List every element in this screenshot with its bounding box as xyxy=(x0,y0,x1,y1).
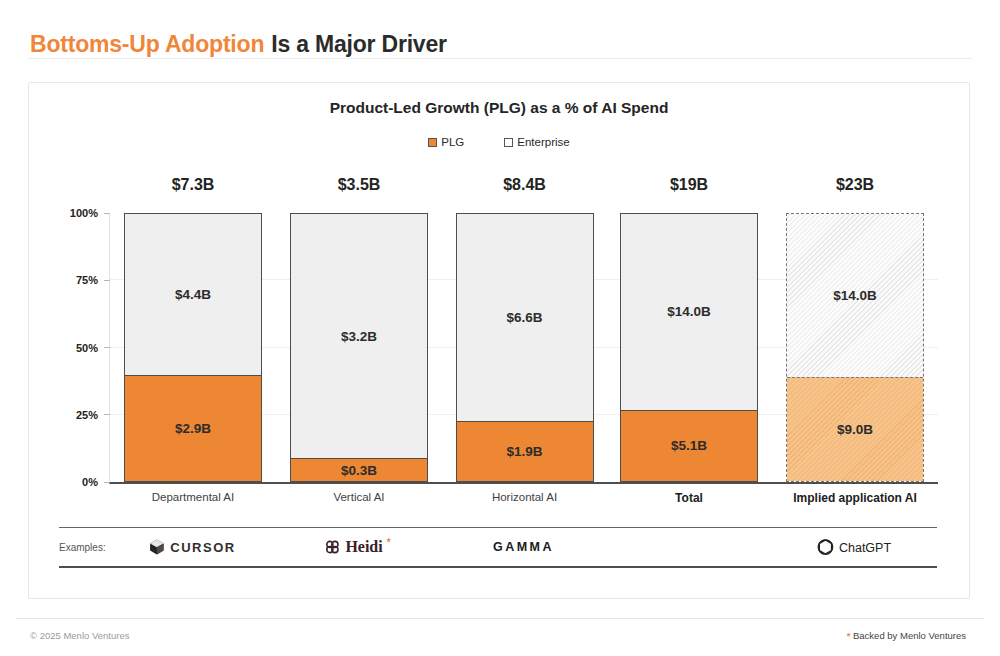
bar-category-label: Implied application AI xyxy=(793,491,917,505)
bar-total-label: $8.4B xyxy=(456,176,594,194)
bar-stack: $4.4B $2.9B xyxy=(124,213,262,482)
cursor-logo-text: CURSOR xyxy=(170,540,235,555)
chatgpt-logo: ChatGPT xyxy=(817,539,891,556)
heidi-knot-icon xyxy=(324,539,340,555)
chart-card: Product-Led Growth (PLG) as a % of AI Sp… xyxy=(28,82,970,599)
y-axis-tick-mark xyxy=(104,213,110,214)
bar-stack: $6.6B $1.9B xyxy=(456,213,594,482)
legend-label-enterprise: Enterprise xyxy=(517,136,569,148)
footer-backed-note: * Backed by Menlo Ventures xyxy=(847,630,966,641)
plg-value-label: $1.9B xyxy=(506,444,542,459)
enterprise-segment: $14.0B xyxy=(787,214,923,377)
examples-row: Examples: CURSOR Heidi * GAMMA xyxy=(59,527,937,568)
enterprise-segment: $6.6B xyxy=(457,214,593,421)
bar-group-departmental-ai: $7.3B$4.4B$2.9BDepartmental AI xyxy=(124,213,262,482)
heidi-asterisk: * xyxy=(387,537,391,548)
enterprise-value-label: $14.0B xyxy=(667,304,711,319)
legend-item-enterprise: Enterprise xyxy=(504,136,569,148)
chart-legend: PLG Enterprise xyxy=(29,136,969,148)
stacked-bar-plot: 0%25%50%75%100%$7.3B$4.4B$2.9BDepartment… xyxy=(109,213,938,484)
header-divider xyxy=(28,58,972,59)
cursor-cube-icon xyxy=(148,539,165,556)
openai-icon xyxy=(817,539,834,556)
plg-segment: $9.0B xyxy=(787,377,923,481)
plg-segment: $0.3B xyxy=(291,458,427,481)
y-axis-tick-mark xyxy=(104,482,110,483)
bar-total-label: $19B xyxy=(620,176,758,194)
plg-value-label: $2.9B xyxy=(175,421,211,436)
footer-backed-text: Backed by Menlo Ventures xyxy=(853,630,966,641)
y-axis-tick-label: 50% xyxy=(76,342,98,354)
page-title: Bottoms-Up Adoption Is a Major Driver xyxy=(30,31,447,58)
enterprise-value-label: $3.2B xyxy=(341,329,377,344)
heidi-logo: Heidi * xyxy=(324,538,391,556)
enterprise-segment: $4.4B xyxy=(125,214,261,375)
bar-group-vertical-ai: $3.5B$3.2B$0.3BVertical AI xyxy=(290,213,428,482)
plg-swatch-icon xyxy=(428,138,437,147)
bar-stack: $14.0B $9.0B xyxy=(786,213,924,482)
plg-value-label: $5.1B xyxy=(671,438,707,453)
bar-group-horizontal-ai: $8.4B$6.6B$1.9BHorizontal AI xyxy=(456,213,594,482)
bar-total-label: $7.3B xyxy=(124,176,262,194)
bar-total-label: $23B xyxy=(786,176,924,194)
enterprise-segment: $3.2B xyxy=(291,214,427,458)
gamma-logo: GAMMA xyxy=(493,540,554,554)
bar-category-label: Horizontal AI xyxy=(492,491,557,503)
y-axis-tick-label: 100% xyxy=(70,207,98,219)
bar-stack: $3.2B $0.3B xyxy=(290,213,428,482)
y-axis-tick-label: 0% xyxy=(82,476,98,488)
bar-group-total: $19B$14.0B$5.1BTotal xyxy=(620,213,758,482)
enterprise-segment: $14.0B xyxy=(621,214,757,410)
y-axis-tick-label: 25% xyxy=(76,409,98,421)
footer-asterisk: * xyxy=(847,630,851,641)
page-title-accent: Bottoms-Up Adoption xyxy=(30,31,264,57)
chatgpt-logo-text: ChatGPT xyxy=(839,540,891,554)
legend-item-plg: PLG xyxy=(428,136,464,148)
plg-segment: $2.9B xyxy=(125,375,261,481)
y-axis-tick-mark xyxy=(104,280,110,281)
bar-category-label: Departmental AI xyxy=(152,491,234,503)
plg-value-label: $9.0B xyxy=(837,422,873,437)
enterprise-swatch-icon xyxy=(504,138,513,147)
enterprise-value-label: $4.4B xyxy=(175,287,211,302)
footer-copyright: © 2025 Menlo Ventures xyxy=(30,630,129,641)
plg-value-label: $0.3B xyxy=(341,463,377,478)
page-title-rest: Is a Major Driver xyxy=(271,31,447,57)
bar-category-label: Total xyxy=(675,491,703,505)
gamma-logo-text: GAMMA xyxy=(493,540,554,554)
bar-total-label: $3.5B xyxy=(290,176,428,194)
cursor-logo: CURSOR xyxy=(148,539,235,556)
chart-title: Product-Led Growth (PLG) as a % of AI Sp… xyxy=(29,99,969,117)
plg-segment: $5.1B xyxy=(621,410,757,481)
enterprise-value-label: $6.6B xyxy=(506,310,542,325)
heidi-logo-text: Heidi xyxy=(345,538,382,556)
legend-label-plg: PLG xyxy=(441,136,464,148)
y-axis-tick-mark xyxy=(104,414,110,415)
bar-group-implied-application-ai: $23B$14.0B$9.0BImplied application AI xyxy=(786,213,924,482)
bar-category-label: Vertical AI xyxy=(333,491,384,503)
y-axis-tick-mark xyxy=(104,347,110,348)
enterprise-value-label: $14.0B xyxy=(833,288,877,303)
footer-divider xyxy=(16,618,984,619)
examples-label: Examples: xyxy=(59,542,106,553)
bar-stack: $14.0B $5.1B xyxy=(620,213,758,482)
slide-page: Bottoms-Up Adoption Is a Major Driver Pro… xyxy=(0,0,1000,656)
plg-segment: $1.9B xyxy=(457,421,593,481)
y-axis-tick-label: 75% xyxy=(76,274,98,286)
